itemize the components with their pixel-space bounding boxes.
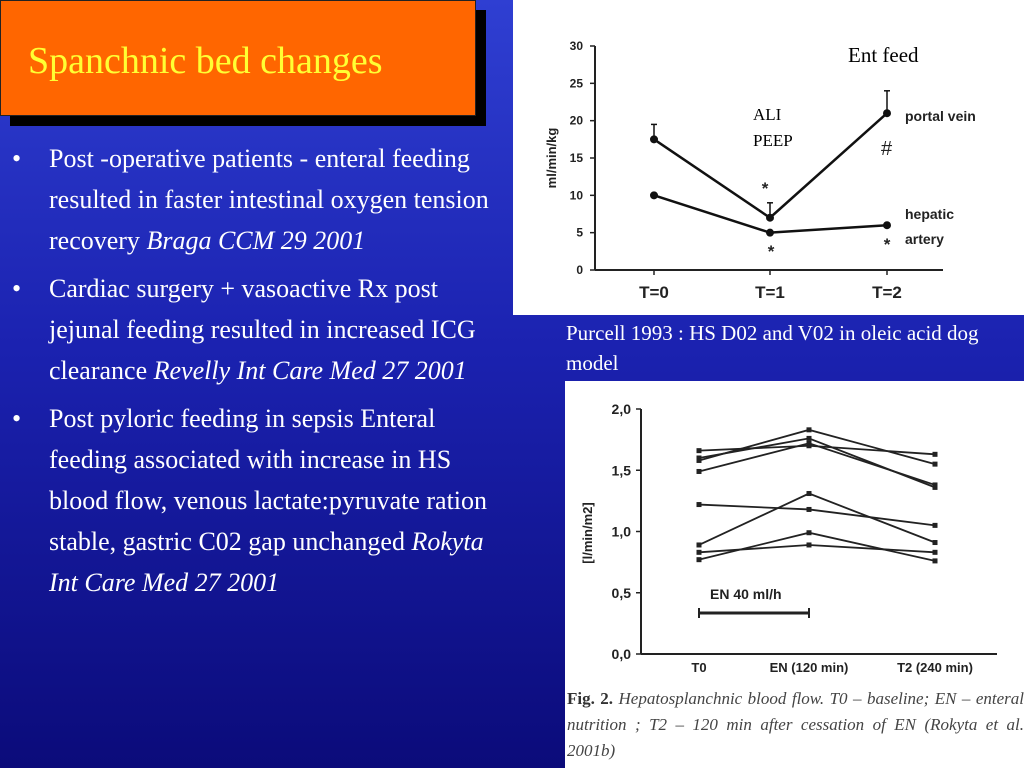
- chart-portal-hepatic: ml/min/kg 0 5 10 15 20 25 30 T=0 T=1 T=2 Ent fee…: [544, 39, 976, 302]
- data-point: [883, 109, 891, 118]
- data-point: [696, 448, 702, 454]
- y-tick-label: 1,5: [612, 462, 632, 478]
- data-point: [806, 440, 812, 446]
- series-line: [698, 492, 936, 546]
- y-tick-label: 30: [570, 39, 584, 53]
- caption-text: Hepatosplanchnic blood flow. T0 – baseli…: [567, 689, 1024, 760]
- x-tick-label: T=0: [639, 283, 669, 302]
- annotation-hash: #: [881, 138, 893, 160]
- y-tick-label: 2,0: [612, 401, 632, 417]
- data-point: [932, 482, 938, 488]
- caption-label: Fig. 2.: [567, 689, 614, 708]
- chart-hepatosplanchnic-flow: [l/min/m2] 0,0 0,5 1,0 1,5 2,0 T0 EN (120 min…: [580, 401, 997, 675]
- y-tick-label: 15: [570, 151, 584, 165]
- annotation-peep: PEEP: [753, 131, 793, 150]
- ylabel: [l/min/m2]: [580, 502, 595, 563]
- data-point: [806, 435, 812, 441]
- data-point: [696, 542, 702, 548]
- bullet-citation: Braga CCM 29 2001: [146, 226, 366, 255]
- data-point: [696, 468, 702, 474]
- bullet-text: Post pyloric feeding in sepsis Enteral f…: [49, 404, 488, 556]
- data-point: [806, 506, 812, 512]
- x-tick-label: EN (120 min): [770, 660, 849, 675]
- bullet-item: • Post pyloric feeding in sepsis Enteral…: [12, 398, 502, 603]
- en-bar: [698, 608, 810, 618]
- data-point: [696, 502, 702, 508]
- legend-portal-vein: portal vein: [905, 108, 976, 124]
- slide-title: Spanchnic bed changes: [28, 40, 383, 82]
- en-bar-label: EN 40 ml/h: [710, 586, 782, 602]
- data-point: [696, 455, 702, 461]
- chart-panel-top: ml/min/kg 0 5 10 15 20 25 30 T=0 T=1 T=2 Ent fee…: [513, 0, 1024, 315]
- data-point: [932, 451, 938, 457]
- series-line: [698, 531, 936, 562]
- bullet-text: Post -operative patients - enteral feedi…: [49, 144, 489, 255]
- bullet-dot: •: [12, 144, 22, 173]
- y-tick-label: 5: [576, 226, 583, 240]
- x-tick-label: T=2: [872, 283, 902, 302]
- data-point: [932, 522, 938, 528]
- y-tick-label: 0,5: [612, 585, 632, 601]
- data-point: [766, 213, 774, 222]
- caption-top: Purcell 1993 : HS D02 and V02 in oleic a…: [566, 321, 979, 375]
- bullet-text: Cardiac surgery + vasoactive Rx post jej…: [49, 274, 476, 385]
- data-point: [932, 558, 938, 564]
- annotation-star-right: *: [884, 235, 891, 254]
- annotation-ent-feed: Ent feed: [848, 43, 919, 67]
- bullet-citation: Rokyta Int Care Med 27 2001: [49, 527, 484, 597]
- data-point: [806, 491, 812, 497]
- data-point: [806, 530, 812, 536]
- legend-hepatic: hepatic: [905, 206, 954, 222]
- bullet-list: • Post -operative patients - enteral fee…: [12, 138, 502, 610]
- y-tick-label: 10: [570, 188, 584, 202]
- x-tick-label: T=1: [755, 283, 785, 302]
- data-point: [806, 427, 812, 433]
- x-tick-label: T2 (240 min): [897, 660, 973, 675]
- bullet-item: • Post -operative patients - enteral fee…: [12, 138, 502, 261]
- y-tick-label: 1,0: [612, 524, 632, 540]
- caption-bottom: Fig. 2. Hepatosplanchnic blood flow. T0 …: [567, 686, 1024, 764]
- y-tick-label: 0: [576, 263, 583, 277]
- data-point: [696, 557, 702, 563]
- legend-artery: artery: [905, 231, 944, 247]
- bullet-citation: Revelly Int Care Med 27 2001: [153, 356, 467, 385]
- y-tick-label: 20: [570, 114, 584, 128]
- annotation-star-lower: *: [768, 242, 775, 261]
- x-tick-label: T0: [691, 660, 706, 675]
- ylabel: ml/min/kg: [544, 128, 559, 189]
- data-point: [650, 135, 658, 144]
- data-point: [932, 549, 938, 555]
- data-point: [806, 542, 812, 548]
- annotation-star-upper: *: [762, 179, 769, 198]
- chart-panel-bottom: [l/min/m2] 0,0 0,5 1,0 1,5 2,0 T0 EN (120 min…: [565, 381, 1024, 768]
- bullet-item: • Cardiac surgery + vasoactive Rx post j…: [12, 268, 502, 391]
- data-point: [883, 221, 891, 230]
- title-box: Spanchnic bed changes: [0, 0, 476, 116]
- bullet-dot: •: [12, 274, 22, 303]
- data-point: [696, 549, 702, 555]
- annotation-ali: ALI: [753, 105, 782, 124]
- data-point: [932, 540, 938, 546]
- y-tick-label: 25: [570, 76, 584, 90]
- y-tick-label: 0,0: [612, 646, 632, 662]
- data-point: [932, 461, 938, 467]
- bullet-dot: •: [12, 404, 22, 433]
- data-point: [650, 191, 658, 200]
- series-line: [698, 503, 936, 527]
- data-point: [766, 228, 774, 237]
